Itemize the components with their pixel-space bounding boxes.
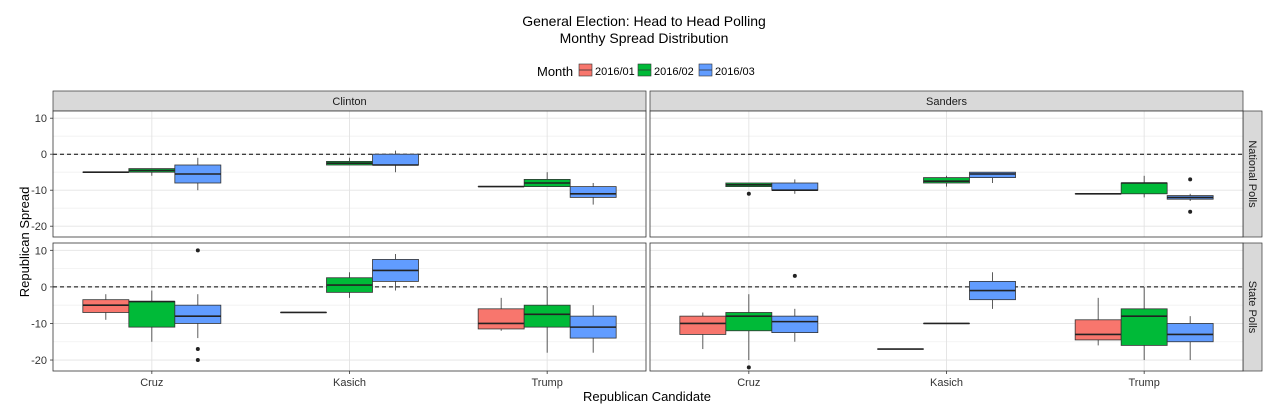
panel-clinton-national-polls: 10 0 -10 -20 bbox=[31, 111, 646, 237]
y-tick-label: -10 bbox=[31, 318, 47, 330]
box-body bbox=[478, 309, 524, 329]
box-body bbox=[772, 183, 818, 190]
legend-label-2016-02: 2016/02 bbox=[654, 66, 694, 78]
box-body bbox=[924, 178, 970, 183]
outlier-point bbox=[1188, 177, 1192, 181]
box-body bbox=[570, 187, 616, 198]
y-tick-label: -10 bbox=[31, 185, 47, 197]
y-tick-label: -20 bbox=[31, 355, 47, 367]
panel-sanders-state-polls: Cruz Kasich Trump bbox=[650, 243, 1243, 389]
box-body bbox=[83, 300, 129, 313]
strip-label-sanders: Sanders bbox=[926, 96, 967, 108]
legend-label-2016-01: 2016/01 bbox=[595, 66, 635, 78]
outlier-point bbox=[196, 248, 200, 252]
legend: Month 2016/01 2016/02 2016/03 bbox=[537, 64, 755, 79]
outlier-point bbox=[1188, 210, 1192, 214]
outlier-point bbox=[196, 347, 200, 351]
box-body bbox=[1075, 320, 1121, 340]
box-body bbox=[373, 154, 419, 165]
box-body bbox=[175, 305, 221, 323]
strip-label-clinton: Clinton bbox=[332, 96, 366, 108]
legend-title: Month bbox=[537, 64, 573, 79]
outlier-point bbox=[747, 365, 751, 369]
outlier-point bbox=[196, 358, 200, 362]
x-tick-label-trump: Trump bbox=[1128, 377, 1159, 389]
box-body bbox=[1121, 183, 1167, 194]
strip-label-state-polls: State Polls bbox=[1246, 281, 1258, 334]
box-body bbox=[1167, 323, 1213, 341]
y-tick-label: 10 bbox=[35, 113, 47, 125]
chart-title: General Election: Head to Head Polling bbox=[522, 13, 766, 29]
outlier-point bbox=[747, 192, 751, 196]
y-tick-label: 0 bbox=[41, 149, 47, 161]
x-tick-label-cruz: Cruz bbox=[140, 377, 163, 389]
y-axis-title: Republican Spread bbox=[17, 187, 32, 298]
facet-panels: Clinton Sanders National Polls State Polls 1… bbox=[31, 91, 1262, 389]
box-body bbox=[129, 302, 175, 328]
x-tick-label-kasich: Kasich bbox=[930, 377, 963, 389]
box-body bbox=[772, 316, 818, 332]
x-tick-label-trump: Trump bbox=[531, 377, 562, 389]
box-body bbox=[524, 305, 570, 327]
panel-clinton-state-polls: 10 0 -10 -20 Cruz Kasich Trump bbox=[31, 243, 646, 389]
box-body bbox=[1121, 309, 1167, 346]
x-axis-title: Republican Candidate bbox=[583, 389, 711, 404]
x-tick-label-kasich: Kasich bbox=[333, 377, 366, 389]
strip-label-national-polls: National Polls bbox=[1246, 140, 1258, 208]
box-body bbox=[726, 312, 772, 330]
panel-sanders-national-polls bbox=[650, 111, 1243, 237]
box-body bbox=[970, 172, 1016, 177]
box-body bbox=[680, 316, 726, 334]
y-tick-label: 0 bbox=[41, 282, 47, 294]
legend-label-2016-03: 2016/03 bbox=[715, 66, 755, 78]
outlier-point bbox=[793, 274, 797, 278]
y-tick-label: -20 bbox=[31, 221, 47, 233]
y-tick-label: 10 bbox=[35, 245, 47, 257]
x-tick-label-cruz: Cruz bbox=[737, 377, 760, 389]
chart-subtitle: Monthy Spread Distribution bbox=[560, 30, 729, 46]
